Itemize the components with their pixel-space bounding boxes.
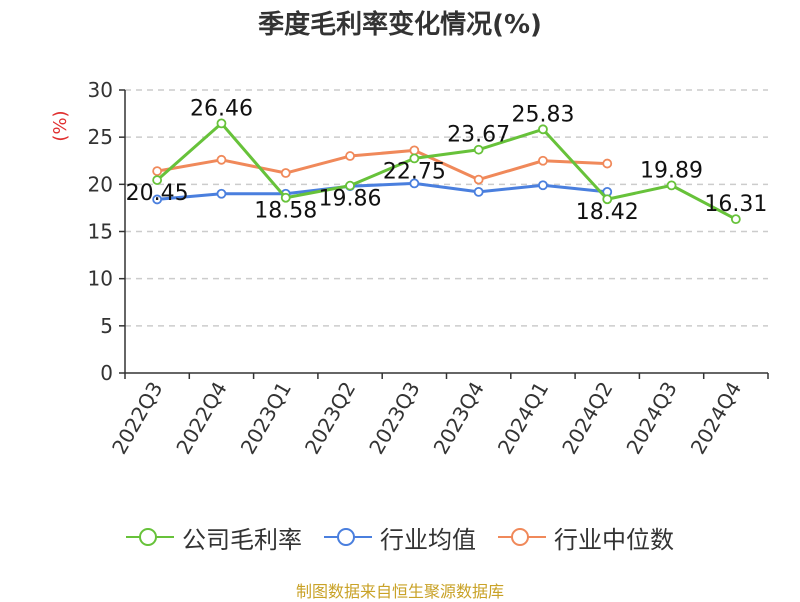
data-point-company[interactable] <box>730 214 741 225</box>
data-point-company[interactable] <box>280 192 291 203</box>
data-point-industry_avg[interactable] <box>216 188 227 199</box>
data-point-industry_avg[interactable] <box>538 180 548 191</box>
data-point-company[interactable] <box>216 118 227 129</box>
data-label: 19.89 <box>640 158 703 183</box>
data-point-company[interactable] <box>538 124 548 135</box>
data-point-company[interactable] <box>152 175 163 185</box>
data-point-industry_median[interactable] <box>152 166 163 177</box>
series-line-company <box>156 121 737 221</box>
x-tick-label: 2022Q3 <box>107 378 167 459</box>
legend-marker-icon <box>498 527 546 547</box>
data-label: 23.67 <box>447 123 510 148</box>
chart-title: 季度毛利率变化情况(%) <box>258 10 542 40</box>
legend-marker-icon <box>324 527 372 547</box>
data-label: 18.58 <box>254 199 317 224</box>
data-point-industry_median[interactable] <box>538 155 548 166</box>
data-point-industry_avg[interactable] <box>473 186 484 197</box>
y-tick-label: 5 <box>100 314 113 338</box>
source-note: 制图数据来自恒生聚源数据库 <box>295 582 504 601</box>
y-tick-label: 25 <box>88 125 113 149</box>
y-tick-label: 0 <box>100 361 113 385</box>
legend-marker-icon <box>126 527 174 547</box>
x-tick-label: 2023Q2 <box>300 378 360 459</box>
data-point-company[interactable] <box>602 194 613 205</box>
x-tick-label: 2023Q4 <box>429 378 489 459</box>
legend-label: 行业均值 <box>380 525 476 554</box>
x-tick-label: 2024Q3 <box>621 378 681 459</box>
data-label: 25.83 <box>511 102 574 127</box>
data-point-industry_median[interactable] <box>602 158 613 169</box>
legend: 公司毛利率 行业均值 行业中位数 <box>0 520 800 554</box>
data-label: 20.45 <box>126 181 189 206</box>
x-tick-label: 2024Q2 <box>557 378 617 459</box>
y-tick-label: 30 <box>88 78 113 102</box>
x-tick-label: 2024Q1 <box>493 378 553 459</box>
series-line-industry_median <box>156 148 608 182</box>
data-point-company[interactable] <box>345 180 355 191</box>
legend-item-industry_median[interactable]: 行业中位数 <box>498 520 674 555</box>
y-tick-label: 15 <box>88 220 113 244</box>
data-point-company[interactable] <box>666 180 677 191</box>
data-label: 26.46 <box>190 96 253 121</box>
data-point-company[interactable] <box>473 144 484 155</box>
data-label: 16.31 <box>704 192 767 217</box>
data-point-industry_avg[interactable] <box>152 194 163 205</box>
data-label: 22.75 <box>383 159 446 184</box>
data-point-company[interactable] <box>409 153 420 164</box>
data-point-industry_median[interactable] <box>409 145 420 156</box>
x-tick-label: 2024Q4 <box>686 378 746 459</box>
legend-item-industry_avg[interactable]: 行业均值 <box>324 520 476 555</box>
data-point-industry_median[interactable] <box>216 154 227 165</box>
x-tick-label: 2023Q1 <box>236 378 296 459</box>
x-tick-label: 2023Q3 <box>364 378 424 459</box>
data-label: 19.86 <box>319 187 382 212</box>
series-lines <box>152 118 741 225</box>
data-point-industry_avg[interactable] <box>409 178 420 189</box>
series-line-industry_avg <box>157 181 608 201</box>
legend-label: 行业中位数 <box>554 525 674 554</box>
y-axis-label: (%) <box>50 110 71 141</box>
data-point-industry_median[interactable] <box>473 174 484 185</box>
data-point-industry_median[interactable] <box>280 168 291 178</box>
y-tick-label: 10 <box>88 267 113 291</box>
x-tick-label: 2022Q4 <box>171 378 231 459</box>
data-point-industry_median[interactable] <box>345 151 355 161</box>
y-tick-label: 20 <box>88 172 113 196</box>
legend-label: 公司毛利率 <box>182 525 302 554</box>
legend-item-company[interactable]: 公司毛利率 <box>126 520 302 555</box>
grid-lines <box>125 89 768 327</box>
data-label: 18.42 <box>576 200 639 225</box>
